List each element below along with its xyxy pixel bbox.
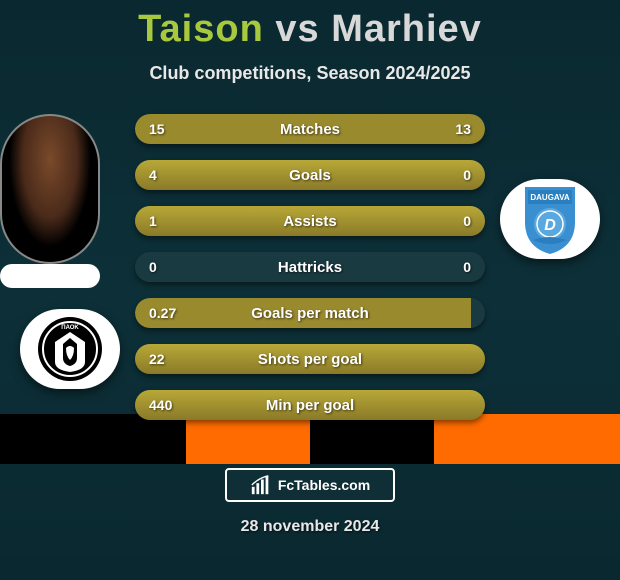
player2-club-badge: DAUGAVA D (500, 179, 600, 259)
stat-label: Assists (135, 206, 485, 236)
daugava-crest-icon: DAUGAVA D (515, 182, 585, 257)
stat-label: Shots per goal (135, 344, 485, 374)
stat-row: 40Goals (135, 160, 485, 190)
svg-text:DAUGAVA: DAUGAVA (530, 193, 569, 202)
chart-icon (250, 474, 272, 496)
stat-label: Goals per match (135, 298, 485, 328)
stat-bars: 1513Matches 40Goals 10Assists 00Hattricks 0.… (135, 114, 485, 436)
stat-label: Min per goal (135, 390, 485, 420)
stat-label: Matches (135, 114, 485, 144)
player1-avatar (0, 114, 100, 264)
stat-row: 1513Matches (135, 114, 485, 144)
player1-club-badge: ΠΑΟΚ (20, 309, 120, 389)
paok-crest-icon: ΠΑΟΚ (35, 314, 105, 384)
stat-label: Goals (135, 160, 485, 190)
brand-text: FcTables.com (278, 477, 370, 493)
subtitle: Club competitions, Season 2024/2025 (0, 63, 620, 84)
brand-badge: FcTables.com (225, 468, 395, 502)
comparison-title: Taison vs Marhiev (0, 0, 620, 51)
player2-name: Marhiev (331, 8, 482, 50)
player2-avatar (0, 264, 100, 288)
footer-date: 28 november 2024 (0, 518, 620, 536)
vs-text: vs (275, 8, 319, 50)
stat-row: 440Min per goal (135, 390, 485, 420)
stat-row: 0.27Goals per match (135, 298, 485, 328)
comparison-arena: ΠΑΟΚ DAUGAVA D 1513Matches 40Goals 10Assis… (0, 114, 620, 464)
stat-row: 22Shots per goal (135, 344, 485, 374)
svg-text:D: D (544, 217, 556, 234)
stat-row: 00Hattricks (135, 252, 485, 282)
svg-text:ΠΑΟΚ: ΠΑΟΚ (61, 325, 79, 331)
stat-row: 10Assists (135, 206, 485, 236)
stat-label: Hattricks (135, 252, 485, 282)
player1-name: Taison (138, 8, 264, 50)
